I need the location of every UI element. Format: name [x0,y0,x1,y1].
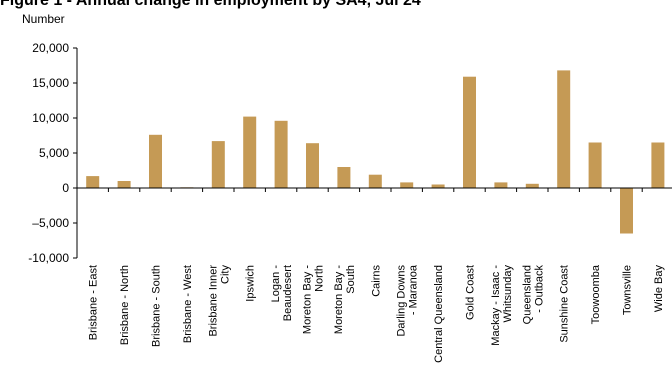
svg-text:Central Queensland: Central Queensland [433,265,445,363]
svg-text:Townsville: Townsville [622,265,634,315]
x-axis-tick-labels: Brisbane - East Brisbane - North Brisbane … [88,264,665,363]
svg-text:Brisbane - North: Brisbane - North [119,265,131,345]
bar [588,142,602,188]
x-axis-tick-label: Ipswich [245,265,257,302]
svg-text:Brisbane - East: Brisbane - East [88,265,100,340]
bar [557,70,571,188]
y-axis-tick-label: 15,000 [32,76,69,90]
svg-text:Mackay - Isaac -Whitsunday: Mackay - Isaac -Whitsunday [490,265,514,346]
svg-text:Moreton Bay -North: Moreton Bay -North [302,265,326,334]
bar [274,120,288,188]
svg-text:Cairns: Cairns [370,265,382,297]
x-axis-tick-label: Sunshine Coast [559,265,571,343]
x-axis-tick-label: Brisbane InnerCity [207,265,231,337]
bar [149,134,162,188]
svg-text:Brisbane - West: Brisbane - West [182,265,194,343]
y-axis-tick-label: -10,000 [28,251,69,265]
x-axis-tick-label: Brisbane - West [182,265,194,343]
bar [400,182,414,188]
x-axis-tick-label: Moreton Bay -South [333,265,357,334]
bar [463,76,476,188]
bar [368,174,382,188]
bar [117,181,131,188]
x-axis [76,187,672,192]
bars [86,70,665,234]
bar [651,142,665,188]
bar [243,116,257,188]
svg-text:Brisbane InnerCity: Brisbane InnerCity [207,265,231,337]
bar [494,182,508,188]
svg-text:Ipswich: Ipswich [245,265,257,302]
x-axis-tick-label: Brisbane - South [151,265,163,347]
bar [86,176,100,188]
y-axis: 20,000 15,000 10,000 5,000 0 –5,000 -10,000 [28,41,78,265]
svg-text:Wide Bay: Wide Bay [653,265,665,313]
svg-text:Queensland- Outback: Queensland- Outback [521,265,545,325]
svg-text:Brisbane - South: Brisbane - South [151,265,163,347]
chart-title: Figure 1 - Annual change in employment b… [0,0,421,9]
x-axis-tick-label: Gold Coast [465,265,477,320]
bar [211,141,225,188]
x-axis-tick-label: Toowoomba [590,264,602,324]
x-axis-tick-label: Queensland- Outback [521,265,545,325]
y-axis-tick-label: 5,000 [39,146,69,160]
x-axis-tick-label: Moreton Bay -North [302,265,326,334]
bar [620,188,633,234]
bar [431,184,445,188]
svg-text:Moreton Bay -South: Moreton Bay -South [333,265,357,334]
bar [337,167,351,188]
x-axis-tick-label: Logan -Beaudesert [270,265,294,322]
bar [525,183,539,188]
svg-text:Gold Coast: Gold Coast [465,265,477,320]
x-axis-tick-label: Darling Downs- Maranoa [396,264,420,336]
x-axis-tick-label: Brisbane - East [88,265,100,340]
x-axis-tick-label: Cairns [370,265,382,297]
y-axis-tick-label: 10,000 [32,111,69,125]
x-axis-tick-label: Brisbane - North [119,265,131,345]
svg-text:Logan -Beaudesert: Logan -Beaudesert [270,265,294,322]
x-axis-tick-label: Townsville [622,265,634,315]
y-axis-tick-label: 20,000 [32,41,69,55]
y-axis-tick-label: 0 [62,181,69,195]
y-axis-tick-label: –5,000 [32,216,69,230]
svg-text:Sunshine Coast: Sunshine Coast [559,265,571,343]
x-axis-tick-label: Wide Bay [653,265,665,313]
x-axis-tick-label: Mackay - Isaac -Whitsunday [490,265,514,346]
bar [306,143,319,188]
x-axis-tick-label: Central Queensland [433,265,445,363]
y-axis-unit-label: Number [22,12,65,26]
svg-text:Toowoomba: Toowoomba [590,264,602,324]
svg-text:Darling Downs- Maranoa: Darling Downs- Maranoa [396,264,420,336]
